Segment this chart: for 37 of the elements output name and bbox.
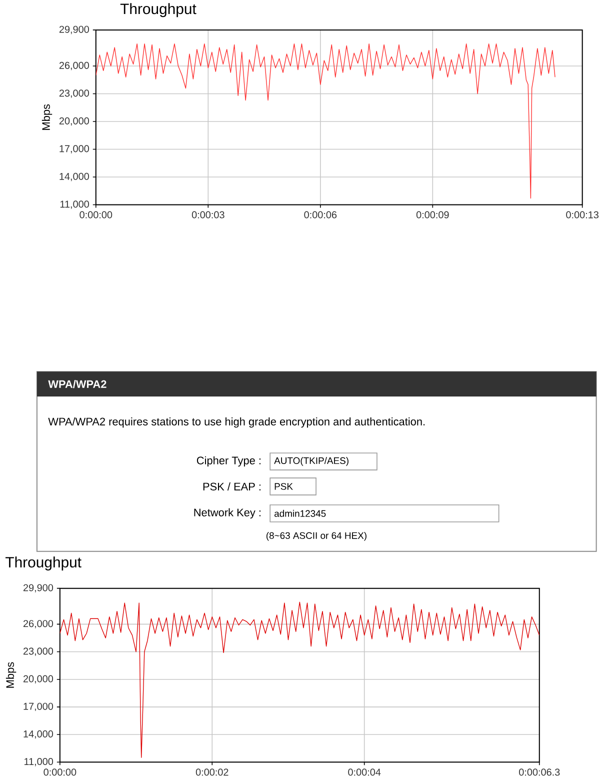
- text: (8~63 ASCII or 64 HEX): [266, 532, 366, 541]
- line-series: [96, 43, 556, 199]
- y-tick-label: 29,900: [23, 584, 53, 592]
- text: Cipher Type :: [196, 456, 260, 467]
- y-tick-label: 14,000: [60, 172, 89, 182]
- text: WPA/WPA2 requires stations to use high grade encryption and authentication.: [48, 417, 424, 428]
- x-tick-label: 0:00:06: [304, 211, 336, 218]
- text: WPA/WPA2: [48, 380, 106, 388]
- x-tick-label: 0:00:00: [44, 768, 76, 776]
- x-tick-label: 0:00:06.3: [518, 768, 560, 776]
- y-tick-label: 26,000: [23, 620, 53, 628]
- y-tick-label: 26,000: [59, 62, 89, 70]
- text: admin12345: [274, 510, 326, 517]
- y-tick-label: 20,000: [23, 675, 53, 684]
- y-tick-label: 17,000: [60, 145, 89, 154]
- y-tick-label: 14,000: [24, 730, 53, 739]
- x-tick-label: 0:00:02: [196, 768, 228, 776]
- y-tick-label: 11,000: [60, 200, 89, 209]
- text: PSK: [274, 483, 293, 490]
- y-tick-label: 23,000: [59, 90, 89, 98]
- chart-title: Throughput: [120, 3, 196, 18]
- y-tick-label: 11,000: [24, 758, 53, 766]
- y-axis-title: Mbps: [42, 104, 52, 130]
- chart-title: Throughput: [5, 556, 82, 570]
- x-tick-label: 0:00:09: [416, 211, 449, 218]
- y-tick-label: 29,900: [59, 26, 89, 34]
- y-tick-label: 20,000: [59, 117, 89, 126]
- y-tick-label: 17,000: [24, 702, 53, 712]
- text: Network Key :: [194, 508, 260, 518]
- x-tick-label: 0:00:00: [80, 211, 112, 218]
- x-tick-label: 0:00:13: [566, 211, 598, 218]
- text: AUTO(TKIP/AES): [274, 457, 348, 466]
- text: PSK / EAP :: [203, 482, 260, 490]
- y-axis-title: Mbps: [6, 662, 16, 688]
- x-tick-label: 0:00:04: [348, 768, 381, 776]
- y-tick-label: 23,000: [23, 648, 53, 656]
- x-tick-label: 0:00:03: [192, 211, 224, 218]
